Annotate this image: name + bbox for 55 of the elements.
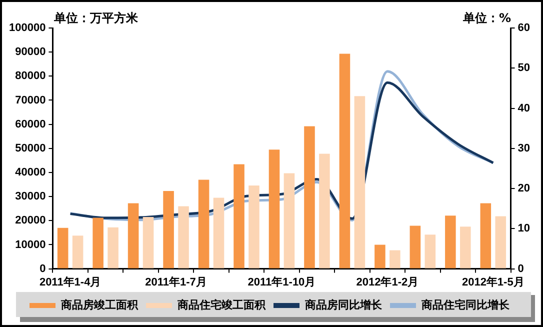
- bar: [142, 217, 154, 268]
- y-tick-label: 60000: [15, 118, 46, 130]
- bar: [390, 250, 400, 268]
- bar: [339, 54, 350, 268]
- bar: [424, 234, 436, 268]
- y-axis-title: 单位：万平方米: [54, 10, 138, 27]
- x-tick-label: 2011年1-10月: [248, 275, 316, 288]
- bar: [234, 164, 244, 268]
- bar: [198, 180, 210, 268]
- x-tick-label: 2011年1-4月: [39, 275, 102, 288]
- x-tick-label: 2012年1-2月: [356, 275, 419, 288]
- bar: [460, 226, 471, 268]
- legend-label: 商品房同比增长: [304, 298, 383, 312]
- x-tick-label: 2011年1-7月: [145, 275, 207, 288]
- bar: [354, 96, 366, 268]
- bar: [284, 173, 295, 268]
- bar: [57, 228, 68, 268]
- bar: [72, 236, 84, 268]
- x-tick-label: 2012年1-5月: [462, 275, 524, 288]
- bar: [410, 226, 421, 268]
- bar: [128, 203, 139, 268]
- bar: [268, 150, 280, 268]
- y-tick-label: 10000: [15, 238, 46, 251]
- bar: [163, 191, 174, 268]
- y-tick-label: 70000: [15, 94, 46, 106]
- y-tick-label: 0: [40, 262, 46, 275]
- bar: [108, 227, 118, 268]
- legend-label: 商品住宅同比增长: [420, 298, 510, 312]
- bar: [213, 198, 224, 268]
- y2-tick-label: 60: [518, 22, 530, 34]
- bar: [178, 206, 189, 268]
- bar: [480, 203, 492, 268]
- bar: [374, 244, 386, 268]
- y2-tick-label: 30: [518, 142, 530, 154]
- bar: [495, 216, 506, 268]
- bar: [304, 126, 315, 268]
- y2-axis-title: 单位：%: [462, 10, 511, 27]
- bar: [319, 154, 330, 268]
- y2-tick-label: 10: [518, 222, 530, 235]
- y-tick-label: 40000: [15, 166, 46, 179]
- y-tick-label: 90000: [15, 46, 46, 58]
- y-tick-label: 100000: [8, 22, 46, 34]
- bar: [92, 218, 104, 268]
- bar: [248, 185, 260, 268]
- y-tick-label: 30000: [15, 190, 46, 203]
- y-tick-label: 80000: [15, 70, 46, 82]
- y2-tick-label: 50: [518, 62, 530, 74]
- y2-tick-label: 20: [518, 182, 530, 195]
- y-tick-label: 50000: [15, 142, 46, 154]
- y-tick-label: 20000: [15, 214, 46, 227]
- bar: [445, 216, 456, 268]
- y2-tick-label: 0: [518, 262, 524, 275]
- legend-label: 商品房竣工面积: [60, 298, 139, 312]
- y2-tick-label: 40: [518, 102, 530, 114]
- legend-label: 商品住宅竣工面积: [176, 298, 266, 312]
